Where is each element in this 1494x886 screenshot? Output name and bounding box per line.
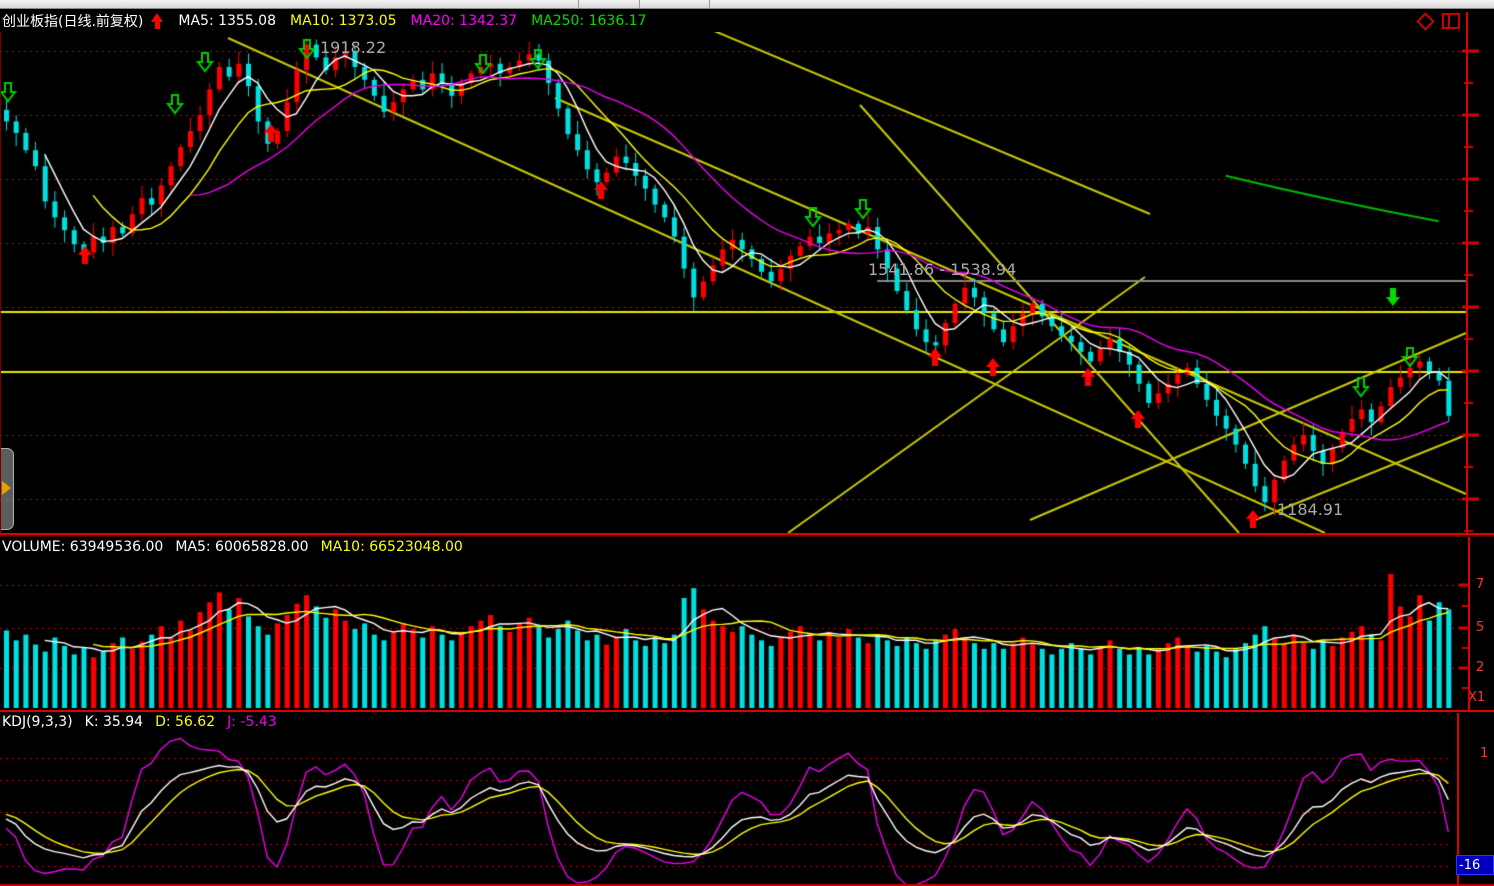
- volume-header: VOLUME: 63949536.00 MA5: 60065828.00 MA1…: [0, 537, 1494, 557]
- toolbar-segment[interactable]: [640, 0, 710, 9]
- main-chart-header: 创业板指(日线.前复权) MA5: 1355.08 MA10: 1373.05 …: [0, 10, 1494, 32]
- volume-axis-line: [1468, 537, 1470, 710]
- kdj-header: KDJ(9,3,3) K: 35.94 D: 56.62 J: -5.43: [0, 713, 1494, 730]
- kdj-chart-panel: 1: [0, 730, 1494, 886]
- panel-divider: [0, 533, 1494, 537]
- volume-value: VOLUME: 63949536.00: [2, 539, 164, 555]
- window-layout-icon[interactable]: [1442, 13, 1460, 29]
- kdj-axis-bottom-badge: -16: [1456, 855, 1494, 875]
- gap-price-annotation: 1541.86 - 1538.94: [868, 260, 1017, 279]
- ma250-indicator-value: MA250: 1636.17: [531, 13, 647, 29]
- ma5-indicator-value: MA5: 1355.08: [178, 13, 276, 29]
- sidebar-slideout-handle[interactable]: [0, 448, 14, 530]
- kdj-axis-line: [1457, 713, 1459, 884]
- volume-axis-label: 5: [1476, 620, 1485, 635]
- volume-axis-label: 7: [1476, 577, 1485, 592]
- volume-axis-label: 2: [1476, 660, 1485, 675]
- low-price-annotation: 1184.91: [1277, 500, 1344, 519]
- main-price-axis-line: [1466, 12, 1468, 533]
- volume-ma10-value: MA10: 66523048.00: [320, 539, 463, 555]
- volume-ma5-value: MA5: 60065828.00: [175, 539, 309, 555]
- volume-canvas[interactable]: [0, 557, 1494, 710]
- diamond-icon[interactable]: [1416, 11, 1435, 31]
- high-price-annotation: 1918.22: [320, 38, 387, 57]
- expand-right-icon: [2, 481, 11, 495]
- symbol-title[interactable]: 创业板指(日线.前复权): [2, 14, 144, 30]
- panel-divider: [0, 710, 1494, 713]
- volume-chart-panel: 7 5 2 X1: [0, 557, 1494, 710]
- ma20-indicator-value: MA20: 1342.37: [410, 13, 518, 29]
- kdj-k-value: K: 35.94: [84, 713, 144, 730]
- main-price-canvas[interactable]: [0, 32, 1494, 533]
- volume-unit-label: X1: [1468, 690, 1486, 705]
- ma10-indicator-value: MA10: 1373.05: [290, 13, 397, 29]
- top-toolbar: [0, 0, 1494, 10]
- trend-up-arrow-icon: [151, 12, 164, 30]
- kdj-params-label: KDJ(9,3,3): [2, 713, 73, 730]
- kdj-axis-top-label: 1: [1480, 746, 1489, 761]
- kdj-d-value: D: 56.62: [155, 713, 216, 730]
- toolbar-segment[interactable]: [710, 0, 1494, 9]
- toolbar-segment[interactable]: [579, 0, 640, 9]
- toolbar-segment[interactable]: [0, 0, 579, 9]
- price-chart-panel: 1918.22 1541.86 - 1538.94 1184.91: [0, 32, 1494, 533]
- kdj-canvas[interactable]: [0, 730, 1494, 886]
- kdj-j-value: J: -5.43: [227, 713, 277, 730]
- main-left-border: [0, 32, 1, 533]
